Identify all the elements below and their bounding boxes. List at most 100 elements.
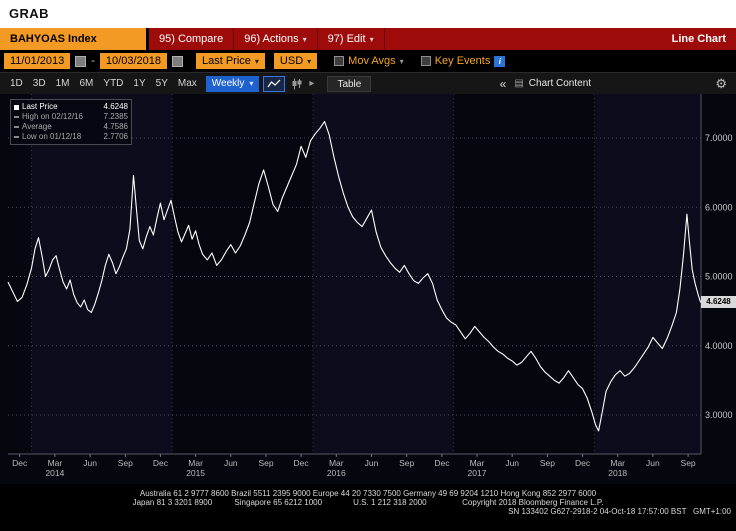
- period-button-max[interactable]: Max: [177, 77, 197, 89]
- date-range-separator: -: [91, 55, 95, 67]
- dropdown-caret-icon: [400, 55, 404, 67]
- period-button-1m[interactable]: 1M: [55, 77, 70, 89]
- price-chart[interactable]: 7.0000 6.0000 5.0000 4.0000 3.0000 Dec Mar Jun S…: [0, 94, 736, 484]
- panel-icon: ▤: [514, 78, 524, 89]
- grab-header: GRAB: [0, 0, 736, 28]
- collapse-panel-button[interactable]: «: [499, 76, 507, 91]
- calendar-icon[interactable]: [171, 55, 183, 67]
- key-events-label: Key Events: [434, 55, 491, 67]
- price-line: [7, 120, 702, 432]
- line-chart-glyph: [267, 79, 281, 87]
- legend-row-high: High on 02/12/16 7.2385: [14, 112, 128, 122]
- security-ticker-field[interactable]: BAHYOAS Index: [0, 28, 146, 50]
- candlestick-chart-type-icon[interactable]: [288, 78, 306, 90]
- x-month-label: Sep: [681, 458, 696, 468]
- dropdown-caret-icon: [255, 53, 259, 70]
- x-year-label: 2018: [608, 468, 627, 478]
- x-month-label: Jun: [505, 458, 519, 468]
- price-field-dropdown[interactable]: Last Price: [195, 53, 265, 70]
- x-month-label: Jun: [83, 458, 97, 468]
- x-month-label: Dec: [575, 458, 591, 468]
- last-price-axis-badge: 4.6248: [701, 296, 736, 308]
- function-title-bar: BAHYOAS Index 95) Compare 96) Actions 97…: [0, 28, 736, 50]
- info-icon[interactable]: i: [494, 55, 506, 67]
- year-band: [312, 94, 454, 454]
- period-buttons-group: 1D 3D 1M 6M YTD 1Y 5Y Max: [5, 74, 202, 94]
- legend-row-last-price: Last Price 4.6248: [14, 102, 128, 112]
- calendar-icon[interactable]: [75, 55, 87, 67]
- series-marker-icon: [14, 104, 19, 110]
- y-axis-label: 5.0000: [705, 272, 733, 282]
- chart-area: 7.0000 6.0000 5.0000 4.0000 3.0000 Dec Mar Jun S…: [0, 94, 736, 484]
- mov-avgs-checkbox[interactable]: [334, 56, 345, 66]
- line-chart-type-icon[interactable]: [263, 75, 286, 92]
- date-to-field[interactable]: 10/03/2018: [99, 53, 167, 69]
- y-axis-label: 4.0000: [705, 341, 733, 351]
- chart-content-button[interactable]: ▤ Chart Content: [514, 78, 592, 89]
- x-month-label: Dec: [294, 458, 310, 468]
- x-month-label: Dec: [153, 458, 169, 468]
- chart-legend: Last Price 4.6248 High on 02/12/16 7.238…: [10, 99, 132, 145]
- year-band: [31, 94, 173, 454]
- key-events-checkbox[interactable]: [420, 56, 431, 66]
- candlestick-glyph: [292, 78, 302, 89]
- chart-toolbar: 1D 3D 1M 6M YTD 1Y 5Y Max Weekly ▸ Table « ▤ Ch…: [0, 72, 736, 94]
- mov-avgs-toggle[interactable]: Mov Avgs: [334, 55, 404, 67]
- x-month-label: Sep: [258, 458, 273, 468]
- period-button-ytd[interactable]: YTD: [103, 77, 124, 89]
- dropdown-caret-icon: [249, 78, 253, 89]
- grab-title: GRAB: [9, 6, 49, 21]
- frequency-dropdown[interactable]: Weekly: [205, 75, 260, 92]
- x-month-label: Jun: [224, 458, 238, 468]
- x-month-label: Mar: [470, 458, 485, 468]
- x-year-label: 2017: [468, 468, 487, 478]
- table-button[interactable]: Table: [327, 75, 372, 92]
- dropdown-caret-icon: [307, 53, 311, 70]
- period-button-5y[interactable]: 5Y: [155, 77, 168, 89]
- year-band: [594, 94, 701, 454]
- mov-avgs-label: Mov Avgs: [348, 55, 396, 67]
- key-events-toggle[interactable]: Key Events i: [420, 55, 506, 67]
- period-button-1d[interactable]: 1D: [10, 77, 23, 89]
- menu-strip: 95) Compare 96) Actions 97) Edit Line Ch…: [149, 28, 736, 50]
- low-marker-icon: [14, 136, 19, 138]
- chart-settings-bar: 11/01/2013 - 10/03/2018 Last Price USD M…: [0, 50, 736, 72]
- legend-row-low: Low on 01/12/18 2.7706: [14, 132, 128, 142]
- x-month-label: Mar: [329, 458, 344, 468]
- x-month-label: Mar: [188, 458, 203, 468]
- period-button-1y[interactable]: 1Y: [133, 77, 146, 89]
- more-chart-types-icon[interactable]: ▸: [309, 78, 315, 89]
- y-axis-label: 7.0000: [705, 133, 733, 143]
- bloomberg-footer: Australia 61 2 9777 8600 Brazil 5511 239…: [0, 484, 736, 531]
- date-from-field[interactable]: 11/01/2013: [4, 53, 71, 69]
- x-month-label: Sep: [399, 458, 414, 468]
- x-month-label: Mar: [48, 458, 63, 468]
- x-year-label: 2015: [186, 468, 205, 478]
- x-month-label: Dec: [434, 458, 450, 468]
- footer-contacts-line: Japan 81 3 3201 8900 Singapore 65 6212 1…: [132, 498, 604, 507]
- currency-dropdown[interactable]: USD: [273, 53, 318, 70]
- actions-button[interactable]: 96) Actions: [234, 28, 318, 51]
- dropdown-caret-icon: [370, 28, 374, 51]
- y-axis-label: 6.0000: [705, 202, 733, 212]
- gear-icon[interactable]: ⚙: [715, 75, 727, 91]
- compare-button[interactable]: 95) Compare: [149, 28, 235, 50]
- x-year-label: 2016: [327, 468, 346, 478]
- x-month-label: Dec: [12, 458, 28, 468]
- legend-row-average: Average 4.7586: [14, 122, 128, 132]
- x-year-label: 2014: [45, 468, 64, 478]
- x-month-label: Jun: [646, 458, 660, 468]
- period-button-6m[interactable]: 6M: [79, 77, 94, 89]
- function-name: Line Chart: [671, 33, 726, 45]
- high-marker-icon: [14, 116, 19, 118]
- footer-session-line: SN 133402 G627-2918-2 04-Oct-18 17:57:00…: [508, 507, 731, 516]
- x-month-label: Jun: [365, 458, 379, 468]
- average-marker-icon: [14, 126, 19, 128]
- period-button-3d[interactable]: 3D: [32, 77, 46, 89]
- footer-contacts-line: Australia 61 2 9777 8600 Brazil 5511 239…: [139, 489, 597, 498]
- x-month-label: Sep: [118, 458, 133, 468]
- y-axis-label: 3.0000: [705, 410, 733, 420]
- dropdown-caret-icon: [303, 28, 307, 51]
- edit-button[interactable]: 97) Edit: [318, 28, 385, 50]
